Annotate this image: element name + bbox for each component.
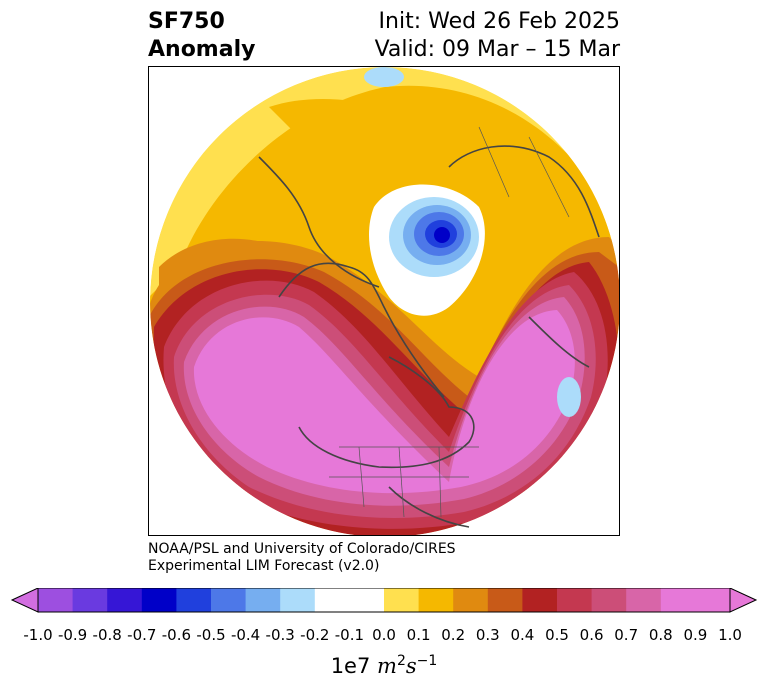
map-panel	[148, 66, 620, 536]
colorbar-cell	[280, 588, 316, 612]
colorbar-tick-label: -0.1	[334, 626, 365, 644]
colorbar-cell	[245, 588, 281, 612]
colorbar-tick-label: -0.8	[92, 626, 122, 644]
colorbar-outline	[37, 588, 731, 613]
coast-alaska	[528, 316, 590, 368]
units-m-exp: 2	[396, 653, 406, 669]
units-prefix: 1e7	[330, 654, 371, 678]
colorbar-cell	[314, 588, 350, 612]
blue-level-5	[434, 227, 450, 243]
outside-hemisphere	[149, 67, 619, 535]
colorbar-cell	[522, 588, 558, 612]
colorbar-tick-label: 1.0	[718, 626, 742, 644]
colorbar-cell	[384, 588, 420, 612]
border-states-3	[438, 446, 442, 518]
colorbar-tick-label: 0.5	[545, 626, 569, 644]
coast-europe	[258, 156, 380, 288]
colorbar-tick-label: 0.2	[441, 626, 466, 644]
border-asia-2	[528, 136, 570, 218]
colorbar-cell	[72, 588, 108, 612]
border-states-2	[398, 446, 405, 518]
title-anomaly: Anomaly	[148, 37, 256, 62]
units-m: m	[377, 654, 397, 678]
colorbar-under-arrow	[10, 588, 39, 613]
colorbar-cell	[453, 588, 489, 612]
top-blue-patch	[364, 67, 404, 87]
colorbar-tick-label: -0.7	[127, 626, 157, 644]
magenta-core	[193, 310, 575, 494]
colorbar-tick-label: 0.6	[579, 626, 604, 644]
title-variable: SF750	[148, 9, 225, 34]
colorbar-tick-label: 0.1	[406, 626, 431, 644]
colorbar-tick-label: 0.0	[372, 626, 396, 644]
credit-text: NOAA/PSL and University of Colorado/CIRE…	[148, 541, 456, 575]
units-s-exp: −1	[416, 653, 438, 669]
forecast-dates: Init: Wed 26 Feb 2025 Valid: 09 Mar – 15…	[375, 8, 620, 64]
colorbar-tick-label: -0.4	[230, 626, 261, 644]
colorbar-cell	[349, 588, 385, 612]
colorbar-tick-label: -1.0	[23, 626, 53, 644]
colorbar-cell	[418, 588, 454, 612]
colorbar-tick-label: -0.2	[300, 626, 330, 644]
colorbar-tick-label: -0.6	[161, 626, 192, 644]
colorbar-tick-label: 0.8	[648, 626, 673, 644]
colorbar-cell	[107, 588, 143, 612]
colorbar-cell	[176, 588, 212, 612]
credit-line-2: Experimental LIM Forecast (v2.0)	[148, 558, 380, 574]
colorbar-cell	[695, 588, 731, 612]
political-borders	[329, 126, 570, 518]
coast-mexico	[388, 486, 470, 528]
init-date: Init: Wed 26 Feb 2025	[378, 9, 620, 34]
colorbar-tick-label: 0.7	[614, 626, 639, 644]
coastlines	[258, 145, 600, 528]
colorbar-tick-label: 0.3	[475, 626, 500, 644]
colorbar	[10, 588, 758, 613]
colorbar-tick-label: -0.5	[196, 626, 226, 644]
colorbar-tick-label: -0.3	[265, 626, 295, 644]
colorbar-cell	[38, 588, 74, 612]
colorbar-cell	[141, 588, 177, 612]
colorbar-cell	[660, 588, 696, 612]
anomaly-map	[149, 67, 619, 535]
gold-patch-top	[269, 98, 449, 149]
colorbar-tick-label: -0.9	[57, 626, 88, 644]
colorbar-cell	[487, 588, 523, 612]
colorbar-cell	[591, 588, 627, 612]
border-asia-1	[478, 126, 510, 198]
colorbar-cell	[557, 588, 593, 612]
colorbar-units: 1e7 m2s−1	[331, 648, 438, 679]
map-title: SF750 Anomaly	[148, 8, 255, 64]
anomaly-field	[150, 67, 619, 535]
colorbar-tick-label: 0.4	[510, 626, 535, 644]
credit-line-1: NOAA/PSL and University of Colorado/CIRE…	[148, 541, 456, 557]
colorbar-over-arrow	[729, 588, 758, 613]
colorbar-tick-label: 0.9	[683, 626, 708, 644]
colorbar-cell	[626, 588, 662, 612]
small-blue-patch	[557, 377, 581, 417]
coast-north-america	[298, 356, 475, 469]
valid-range: Valid: 09 Mar – 15 Mar	[374, 37, 620, 62]
coast-asia	[448, 145, 600, 238]
units-s: s	[405, 654, 417, 678]
colorbar-cell	[211, 588, 247, 612]
